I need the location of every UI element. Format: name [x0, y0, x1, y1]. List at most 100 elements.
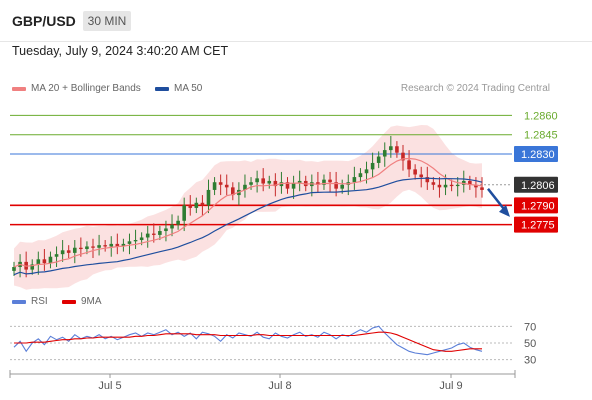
candle-body — [376, 156, 381, 163]
candle-body — [115, 243, 120, 247]
candle-body — [358, 173, 363, 178]
candle-body — [48, 256, 53, 264]
candle-body — [224, 184, 229, 188]
candle-body — [42, 259, 47, 264]
level-label-1.2845: 1.2845 — [524, 130, 558, 142]
rsi-tick-30: 30 — [524, 355, 536, 367]
candle-body — [474, 184, 478, 188]
candle-body — [352, 177, 357, 183]
level-tag-1.2775 — [514, 216, 558, 233]
candle-body — [443, 184, 448, 188]
ma20-line — [13, 157, 483, 268]
candle-body — [103, 245, 107, 247]
candle-body — [188, 205, 193, 208]
ma50-line — [13, 177, 483, 276]
candle-body — [285, 182, 290, 189]
candle-body — [449, 184, 454, 187]
candle-body — [407, 160, 411, 170]
candle-body — [261, 178, 265, 184]
candle-body — [255, 178, 259, 183]
timeframe-badge[interactable]: 30 MIN — [83, 11, 131, 31]
candle-body — [364, 169, 369, 174]
candle-body — [231, 187, 235, 196]
rsi-series-9ma — [14, 331, 482, 352]
candle-body — [206, 189, 211, 206]
ma20-legend-label: MA 20 + Bollinger Bands — [31, 83, 141, 94]
candle-body — [461, 180, 466, 185]
candle-body — [382, 150, 387, 157]
rsi-legend-label: RSI — [31, 296, 48, 307]
candle-body — [151, 233, 156, 235]
candle-body — [170, 224, 174, 229]
candle-body — [72, 247, 77, 253]
candle-body — [133, 240, 138, 242]
candle-body — [218, 182, 223, 185]
candle-body — [36, 259, 41, 265]
candle-body — [328, 179, 332, 183]
rsi-tick-70: 70 — [524, 321, 536, 333]
header-bar: GBP/USD 30 MIN — [0, 0, 592, 42]
candle-body — [267, 180, 272, 184]
level-label-1.2860: 1.2860 — [524, 110, 558, 122]
candle-body — [480, 187, 484, 190]
candle-body — [194, 202, 199, 208]
candle-body — [176, 220, 180, 225]
ma50-legend-swatch — [155, 87, 169, 91]
candle-body — [121, 243, 126, 247]
candle-body — [297, 180, 302, 184]
candle-body — [340, 184, 345, 189]
candle-body — [431, 182, 436, 185]
rsi-legend-swatch — [12, 300, 26, 304]
candle-body — [85, 246, 89, 250]
candle-body — [425, 177, 430, 183]
x-tick-label: Jul 9 — [439, 380, 462, 392]
level-label-1.2775: 1.2775 — [521, 220, 555, 232]
candle-body — [395, 146, 399, 153]
candle-body — [66, 250, 71, 253]
forecast-arrow-head — [499, 204, 510, 217]
candle-body — [54, 254, 59, 257]
datetime-label: Tuesday, July 9, 2024 3:40:20 AM CET — [12, 44, 229, 58]
bollinger-band — [14, 125, 482, 290]
level-tag-1.2806 — [514, 176, 558, 193]
level-tag-1.2830 — [514, 145, 558, 162]
candle-body — [12, 267, 16, 271]
ma9-legend-swatch — [62, 300, 76, 304]
candle-body — [419, 174, 424, 178]
candle-body — [249, 182, 253, 185]
ma9-legend-label: 9MA — [81, 296, 102, 307]
candle-body — [273, 180, 278, 187]
level-label-1.2806: 1.2806 — [521, 180, 555, 192]
candle-body — [158, 231, 162, 235]
level-label-1.2790: 1.2790 — [521, 200, 555, 212]
rsi-tick-50: 50 — [524, 338, 536, 350]
candle-body — [455, 184, 460, 187]
candle-body — [97, 245, 101, 248]
candle-body — [79, 247, 83, 250]
candle-body — [279, 182, 284, 187]
candle-body — [243, 184, 247, 190]
level-label-1.2830: 1.2830 — [521, 149, 555, 161]
candle-body — [437, 184, 442, 188]
candle-body — [316, 182, 320, 185]
candle-body — [370, 162, 375, 170]
candle-body — [182, 205, 186, 221]
candle-body — [109, 243, 114, 247]
candle-body — [389, 146, 393, 151]
level-tag-1.2790 — [514, 197, 558, 214]
candle-body — [200, 202, 205, 206]
source-label: Research © 2024 Trading Central — [400, 83, 550, 94]
candle-body — [164, 228, 168, 232]
candle-body — [145, 233, 150, 238]
candle-body — [91, 246, 95, 248]
ma50-legend-label: MA 50 — [174, 83, 203, 94]
candle-body — [322, 179, 326, 185]
x-tick-label: Jul 5 — [98, 380, 121, 392]
candle-body — [30, 264, 35, 270]
candle-body — [60, 250, 65, 255]
candle-body — [127, 241, 132, 244]
candle-body — [334, 182, 338, 189]
candle-body — [401, 152, 405, 161]
candle-body — [413, 169, 417, 175]
candle-body — [139, 237, 144, 241]
